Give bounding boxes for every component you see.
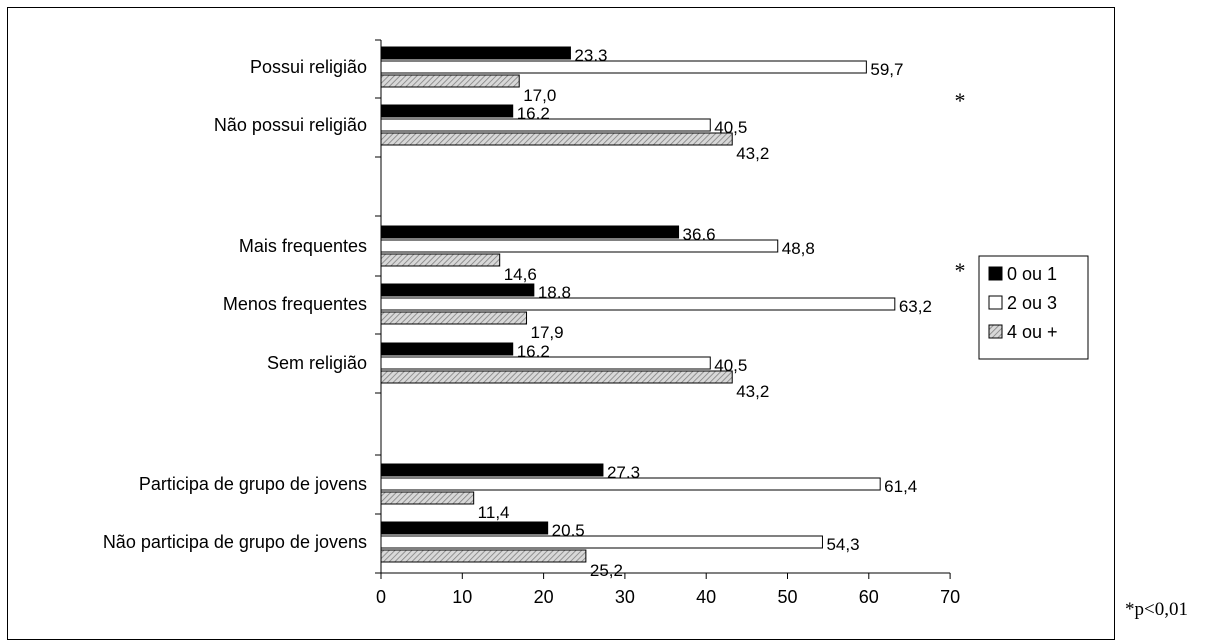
bar-0-ou-1 [380,225,680,239]
bar-0-ou-1 [380,46,571,60]
bar-4-ou-plus [380,74,520,88]
category-label: Menos frequentes [223,294,367,314]
data-label: 48,8 [782,239,815,258]
x-tick-label: 50 [777,587,797,607]
bar-2-ou-3 [380,60,867,74]
data-label: 18,8 [538,283,571,302]
footnote: *p<0,01 [1125,599,1188,620]
legend-swatch [988,324,1003,339]
data-label: 23,3 [574,46,607,65]
category-label: Não possui religião [214,115,367,135]
bar-0-ou-1 [380,283,535,297]
bar-4-ou-plus [380,311,528,325]
legend-entry: 0 ou 1 [1007,264,1057,284]
category-label: Participa de grupo de jovens [139,474,367,494]
data-label: 16,2 [517,342,550,361]
category-label: Possui religião [250,57,367,77]
legend: 0 ou 1 2 ou 3 4 ou + [978,255,1089,360]
bar-0-ou-1 [380,521,549,535]
x-tick-label: 70 [940,587,960,607]
legend-swatch [988,295,1003,310]
bar-4-ou-plus [380,549,587,563]
x-tick-label: 20 [534,587,554,607]
x-tick-label: 10 [452,587,472,607]
chart-frame [7,7,1115,640]
data-label: 40,5 [714,118,747,137]
bar-2-ou-3 [380,535,823,549]
legend-entry: 4 ou + [1007,322,1058,342]
significance-marker: * [955,258,966,283]
data-label: 40,5 [714,356,747,375]
data-label: 61,4 [884,477,917,496]
data-label: 36,6 [683,225,716,244]
category-label: Mais frequentes [239,236,367,256]
category-label: Não participa de grupo de jovens [103,532,367,552]
bar-4-ou-plus [380,370,733,384]
data-label: 17,9 [531,323,564,342]
bar-2-ou-3 [380,297,896,311]
data-label: 16,2 [517,104,550,123]
bar-2-ou-3 [380,356,711,370]
x-tick-label: 60 [859,587,879,607]
data-label: 54,3 [826,535,859,554]
legend-entry: 2 ou 3 [1007,293,1057,313]
data-label: 27,3 [607,463,640,482]
data-label: 14,6 [504,265,537,284]
bar-4-ou-plus [380,132,733,146]
data-label: 63,2 [899,297,932,316]
plot-area: 0 10 20 30 40 50 60 70 Possui religião 23,3 59,7 17… [103,39,966,607]
data-label: 43,2 [736,382,769,401]
bar-0-ou-1 [380,104,514,118]
significance-marker: * [955,88,966,113]
x-tick-label: 0 [376,587,386,607]
category-label: Sem religião [267,353,367,373]
bar-0-ou-1 [380,463,604,477]
data-label: 20,5 [552,521,585,540]
bar-2-ou-3 [380,239,779,253]
data-label: 59,7 [870,60,903,79]
x-tick-label: 30 [615,587,635,607]
bar-4-ou-plus [380,253,501,267]
bar-0-ou-1 [380,342,514,356]
data-label: 17,0 [523,86,556,105]
bar-2-ou-3 [380,118,711,132]
data-label: 25,2 [590,561,623,580]
data-label: 43,2 [736,144,769,163]
x-tick-label: 40 [696,587,716,607]
bar-4-ou-plus [380,491,475,505]
data-label: 11,4 [478,503,510,522]
legend-swatch [988,266,1003,281]
bar-2-ou-3 [380,477,881,491]
